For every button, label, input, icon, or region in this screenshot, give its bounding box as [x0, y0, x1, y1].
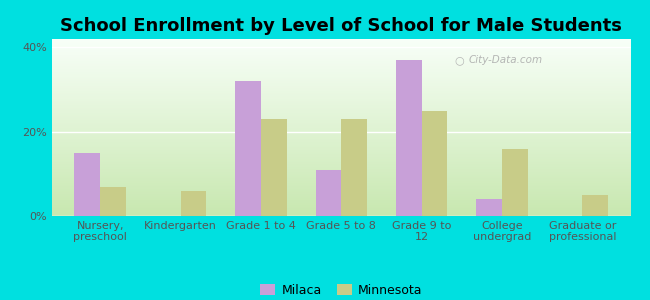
Bar: [341, 119, 367, 216]
Bar: [396, 60, 422, 216]
Bar: [181, 191, 206, 216]
Bar: [235, 81, 261, 216]
Bar: [315, 169, 341, 216]
Text: City-Data.com: City-Data.com: [469, 55, 543, 65]
Text: ○: ○: [454, 55, 464, 65]
Bar: [582, 195, 608, 216]
Bar: [261, 119, 287, 216]
Title: School Enrollment by Level of School for Male Students: School Enrollment by Level of School for…: [60, 17, 622, 35]
Legend: Milaca, Minnesota: Milaca, Minnesota: [255, 279, 428, 300]
Bar: [422, 111, 447, 216]
Bar: [75, 153, 100, 216]
Bar: [476, 199, 502, 216]
Bar: [502, 148, 528, 216]
Bar: [100, 187, 126, 216]
